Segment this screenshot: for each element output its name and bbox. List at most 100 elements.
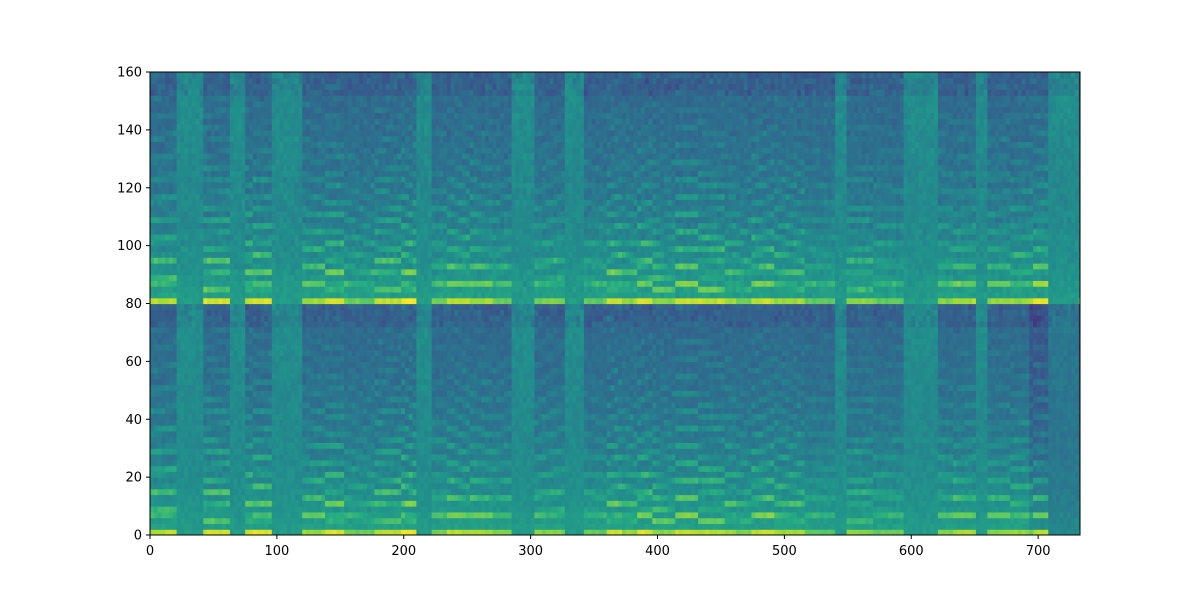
heatmap-cell [153, 506, 159, 513]
heatmap-cell [294, 332, 300, 339]
heatmap-cell [465, 471, 471, 478]
heatmap-cell [195, 430, 201, 438]
heatmap-cell [222, 338, 227, 345]
heatmap-cell [443, 326, 448, 334]
heatmap-cell [599, 303, 604, 310]
heatmap-cell [602, 338, 608, 345]
heatmap-cell [283, 419, 288, 426]
heatmap-cell [488, 338, 494, 345]
heatmap-cell [408, 413, 414, 420]
heatmap-cell [321, 309, 326, 316]
heatmap-cell [287, 315, 292, 322]
heatmap-cell [458, 453, 463, 461]
heatmap-cell [401, 459, 406, 467]
heatmap-cell [484, 488, 490, 496]
heatmap-cell [507, 315, 513, 322]
heatmap-cell [469, 390, 475, 397]
heatmap-cell [545, 482, 551, 490]
heatmap-cell [393, 471, 399, 478]
heatmap-cell [385, 326, 391, 334]
heatmap-cell [214, 367, 220, 374]
heatmap-cell [150, 488, 155, 496]
heatmap-cell [492, 401, 497, 409]
heatmap-cell [393, 372, 399, 380]
heatmap-cell [317, 477, 322, 484]
heatmap-cell [279, 407, 284, 415]
heatmap-cell [401, 465, 406, 472]
heatmap-cell [477, 482, 482, 490]
heatmap-cell [503, 372, 509, 380]
heatmap-cell [172, 303, 178, 310]
heatmap-cell [503, 517, 509, 525]
heatmap-cell [157, 425, 163, 432]
heatmap-cell [218, 448, 223, 455]
heatmap-cell [385, 332, 391, 339]
heatmap-cell [443, 465, 448, 472]
heatmap-cell [344, 378, 349, 386]
heatmap-cell [446, 326, 452, 334]
heatmap-cell [370, 326, 376, 334]
heatmap-cell [325, 326, 330, 334]
heatmap-cell [283, 442, 288, 449]
heatmap-cell [382, 303, 387, 310]
heatmap-cell [572, 471, 577, 478]
heatmap-cell [317, 315, 322, 322]
heatmap-cell [248, 448, 254, 455]
heatmap-cell [336, 396, 341, 403]
heatmap-cell [172, 436, 178, 443]
heatmap-cell [275, 459, 281, 467]
heatmap-cell [599, 419, 604, 426]
heatmap-cell [538, 442, 543, 449]
heatmap-cell [203, 372, 208, 380]
heatmap-cell [325, 315, 330, 322]
heatmap-cell [294, 315, 300, 322]
heatmap-cell [275, 436, 281, 443]
heatmap-cell [351, 425, 357, 432]
heatmap-cell [519, 436, 524, 443]
heatmap-cell [450, 471, 456, 478]
heatmap-cell [150, 430, 155, 438]
heatmap-cell [260, 315, 265, 322]
heatmap-cell [484, 506, 490, 513]
heatmap-cell [545, 442, 551, 449]
heatmap-cell [332, 320, 338, 328]
heatmap-cell [500, 488, 505, 496]
heatmap-cell [287, 332, 292, 339]
heatmap-cell [523, 309, 528, 316]
heatmap-cell [382, 413, 387, 420]
heatmap-cell [336, 349, 341, 357]
heatmap-cell [267, 355, 273, 362]
heatmap-cell [587, 401, 593, 409]
heatmap-cell [424, 390, 429, 397]
heatmap-cell [405, 436, 410, 443]
heatmap-cell [568, 315, 574, 322]
heatmap-cell [424, 338, 429, 345]
heatmap-cell [195, 413, 201, 420]
heatmap-cell [439, 413, 444, 420]
heatmap-cell [344, 506, 349, 513]
heatmap-cell [443, 332, 448, 339]
heatmap-cell [515, 517, 520, 525]
heatmap-cell [542, 344, 547, 351]
heatmap-cell [153, 413, 159, 420]
heatmap-cell [561, 361, 566, 368]
heatmap-cell [469, 361, 475, 368]
heatmap-cell [401, 303, 406, 310]
heatmap-cell [321, 477, 326, 484]
heatmap-cell [450, 401, 456, 409]
heatmap-cell [583, 494, 589, 501]
heatmap-cell [267, 315, 273, 322]
heatmap-cell [283, 349, 288, 357]
heatmap-cell [355, 506, 360, 513]
heatmap-cell [549, 413, 555, 420]
heatmap-cell [176, 442, 182, 449]
heatmap-cell [306, 477, 311, 484]
heatmap-cell [606, 355, 612, 362]
heatmap-cell [336, 442, 341, 449]
heatmap-cell [275, 477, 281, 484]
heatmap-cell [306, 390, 311, 397]
heatmap-cell [583, 442, 589, 449]
heatmap-cell [427, 482, 433, 490]
heatmap-cell [568, 320, 574, 328]
heatmap-cell [169, 500, 174, 507]
